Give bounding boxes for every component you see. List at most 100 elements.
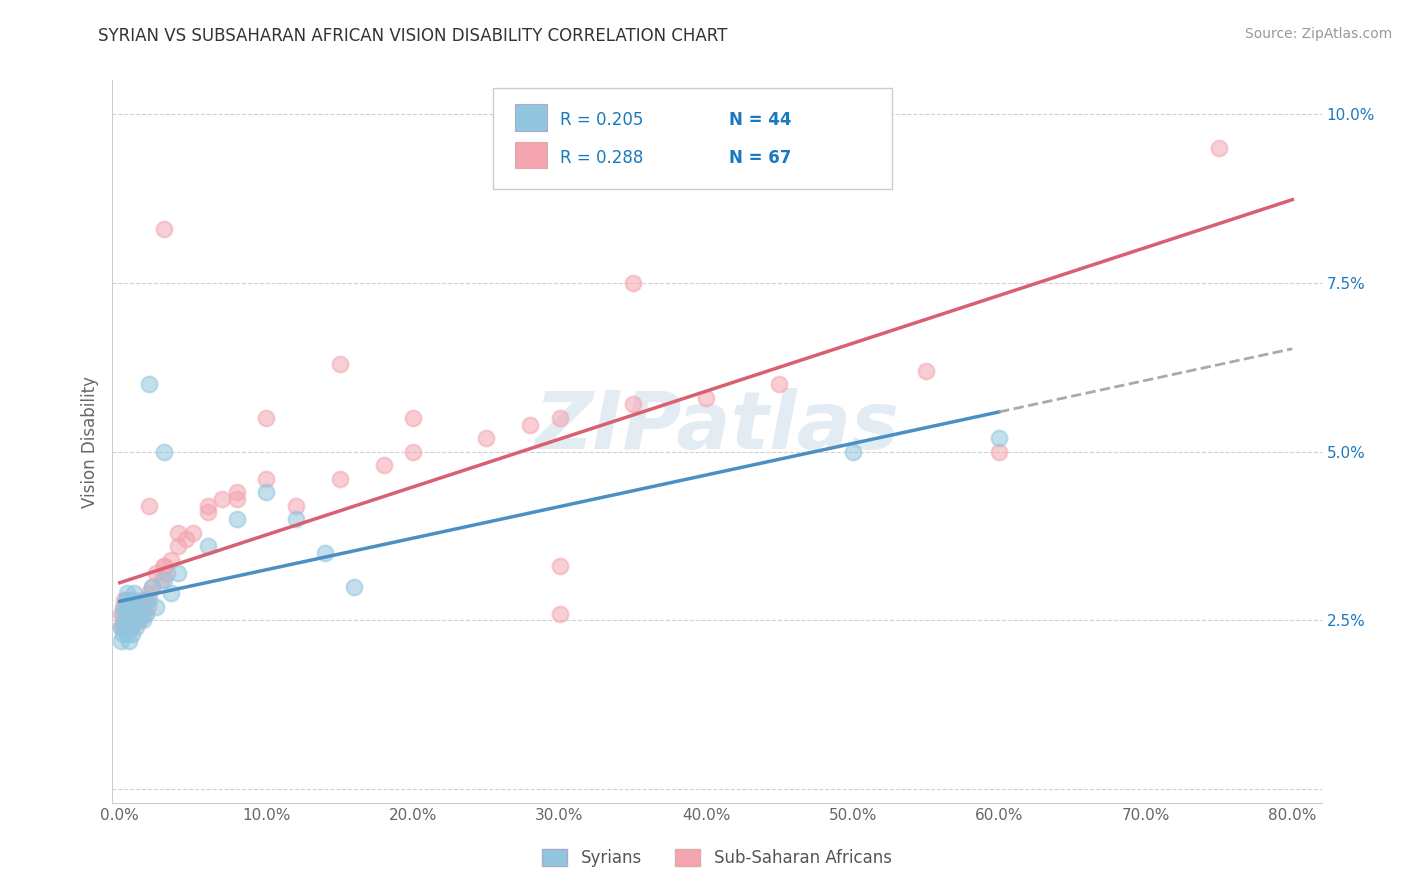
Point xyxy=(475,431,498,445)
Point xyxy=(121,620,143,634)
Point xyxy=(141,580,163,594)
Point xyxy=(988,431,1011,445)
Point xyxy=(152,559,174,574)
Point xyxy=(120,614,142,628)
Point xyxy=(548,559,571,574)
Point xyxy=(115,614,138,628)
Point xyxy=(284,499,307,513)
Point xyxy=(110,620,132,634)
Point xyxy=(136,599,159,614)
Point xyxy=(115,593,138,607)
Text: N = 67: N = 67 xyxy=(730,149,792,167)
Point xyxy=(110,633,132,648)
Point xyxy=(254,472,277,486)
Point xyxy=(152,222,174,236)
Point xyxy=(125,614,148,628)
Point xyxy=(149,573,172,587)
Point xyxy=(402,444,425,458)
Legend: Syrians, Sub-Saharan Africans: Syrians, Sub-Saharan Africans xyxy=(536,842,898,874)
Point xyxy=(122,607,145,621)
Point xyxy=(152,559,174,574)
Text: N = 44: N = 44 xyxy=(730,111,792,129)
Point xyxy=(114,593,136,607)
Point xyxy=(110,607,132,621)
Point xyxy=(145,566,167,581)
Point xyxy=(211,491,233,506)
Point xyxy=(841,444,863,458)
Y-axis label: Vision Disability: Vision Disability xyxy=(80,376,98,508)
Point xyxy=(141,580,163,594)
Point xyxy=(115,627,138,641)
Point xyxy=(167,525,190,540)
Point xyxy=(121,614,143,628)
Point xyxy=(115,586,138,600)
Point xyxy=(121,627,143,641)
Point xyxy=(167,566,190,581)
Point xyxy=(197,499,219,513)
Point xyxy=(127,607,149,621)
Point xyxy=(122,599,145,614)
Point xyxy=(124,614,146,628)
Point xyxy=(1208,141,1230,155)
Point xyxy=(156,566,179,581)
Point xyxy=(152,573,174,587)
Point xyxy=(128,614,150,628)
Point xyxy=(329,472,352,486)
Point xyxy=(121,599,143,614)
Point xyxy=(197,539,219,553)
Point xyxy=(112,620,135,634)
Point xyxy=(181,525,204,540)
Point xyxy=(110,620,132,634)
Point xyxy=(117,633,139,648)
Point xyxy=(120,593,142,607)
Point xyxy=(120,593,142,607)
Point xyxy=(548,411,571,425)
Point xyxy=(402,411,425,425)
Point xyxy=(138,377,160,392)
Point xyxy=(111,599,134,614)
Point xyxy=(284,512,307,526)
Point xyxy=(160,586,183,600)
Point xyxy=(114,599,136,614)
Point xyxy=(621,397,644,411)
Point xyxy=(134,607,156,621)
Point xyxy=(111,620,134,634)
Point xyxy=(112,599,135,614)
Point xyxy=(138,586,160,600)
FancyBboxPatch shape xyxy=(494,87,893,189)
Point xyxy=(124,586,146,600)
Point xyxy=(343,580,366,594)
Point xyxy=(160,552,183,566)
Point xyxy=(226,491,249,506)
Point xyxy=(167,539,190,553)
Point xyxy=(768,377,790,392)
FancyBboxPatch shape xyxy=(515,104,547,131)
Point xyxy=(132,593,155,607)
FancyBboxPatch shape xyxy=(515,142,547,169)
Point xyxy=(373,458,395,472)
Point xyxy=(117,599,139,614)
Text: SYRIAN VS SUBSAHARAN AFRICAN VISION DISABILITY CORRELATION CHART: SYRIAN VS SUBSAHARAN AFRICAN VISION DISA… xyxy=(98,27,728,45)
Point xyxy=(129,599,152,614)
Point xyxy=(314,546,336,560)
Text: R = 0.288: R = 0.288 xyxy=(560,149,643,167)
Point xyxy=(621,276,644,290)
Text: R = 0.205: R = 0.205 xyxy=(560,111,643,129)
Point xyxy=(132,614,155,628)
Point xyxy=(112,593,135,607)
Point xyxy=(131,607,153,621)
Point xyxy=(254,485,277,500)
Point xyxy=(124,593,146,607)
Point xyxy=(226,512,249,526)
Point xyxy=(145,599,167,614)
Point xyxy=(131,607,153,621)
Point xyxy=(548,607,571,621)
Point xyxy=(138,499,160,513)
Point xyxy=(117,620,139,634)
Point xyxy=(114,620,136,634)
Text: Source: ZipAtlas.com: Source: ZipAtlas.com xyxy=(1244,27,1392,41)
Point xyxy=(329,357,352,371)
Point xyxy=(134,593,156,607)
Point xyxy=(111,607,134,621)
Point xyxy=(174,533,197,547)
